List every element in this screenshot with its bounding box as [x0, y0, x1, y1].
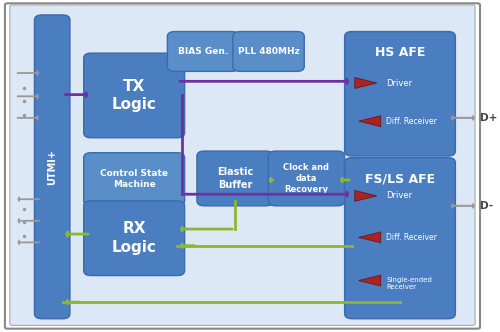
FancyBboxPatch shape — [34, 15, 70, 319]
FancyBboxPatch shape — [84, 53, 184, 138]
Polygon shape — [355, 78, 377, 89]
FancyBboxPatch shape — [84, 201, 184, 276]
Polygon shape — [358, 275, 381, 286]
Text: Driver: Driver — [386, 78, 412, 88]
Text: RX
Logic: RX Logic — [112, 221, 156, 255]
Text: Control State
Machine: Control State Machine — [100, 169, 168, 189]
Text: Elastic
Buffer: Elastic Buffer — [217, 167, 253, 190]
Polygon shape — [358, 232, 381, 243]
FancyBboxPatch shape — [233, 32, 304, 71]
Text: HS AFE: HS AFE — [375, 46, 425, 59]
Text: TX
Logic: TX Logic — [112, 79, 156, 112]
Text: BIAS Gen.: BIAS Gen. — [178, 47, 228, 56]
Polygon shape — [355, 191, 377, 201]
FancyBboxPatch shape — [344, 158, 456, 319]
FancyBboxPatch shape — [84, 153, 184, 206]
Text: UTMI+: UTMI+ — [47, 149, 57, 185]
FancyBboxPatch shape — [5, 3, 480, 329]
FancyBboxPatch shape — [268, 151, 344, 206]
Text: Clock and
data
Recovery: Clock and data Recovery — [284, 163, 330, 194]
FancyBboxPatch shape — [10, 5, 475, 325]
FancyBboxPatch shape — [344, 32, 456, 156]
Text: Driver: Driver — [386, 191, 412, 201]
Text: Diff. Receiver: Diff. Receiver — [386, 233, 438, 242]
Text: Single-ended
Receiver: Single-ended Receiver — [386, 277, 432, 290]
Text: PLL 480MHz: PLL 480MHz — [238, 47, 300, 56]
FancyBboxPatch shape — [168, 32, 239, 71]
Polygon shape — [358, 116, 381, 127]
Text: FS/LS AFE: FS/LS AFE — [365, 173, 435, 186]
Text: D-: D- — [480, 201, 493, 211]
FancyBboxPatch shape — [197, 151, 273, 206]
Text: Diff. Receiver: Diff. Receiver — [386, 117, 438, 126]
Text: D+: D+ — [480, 113, 498, 123]
